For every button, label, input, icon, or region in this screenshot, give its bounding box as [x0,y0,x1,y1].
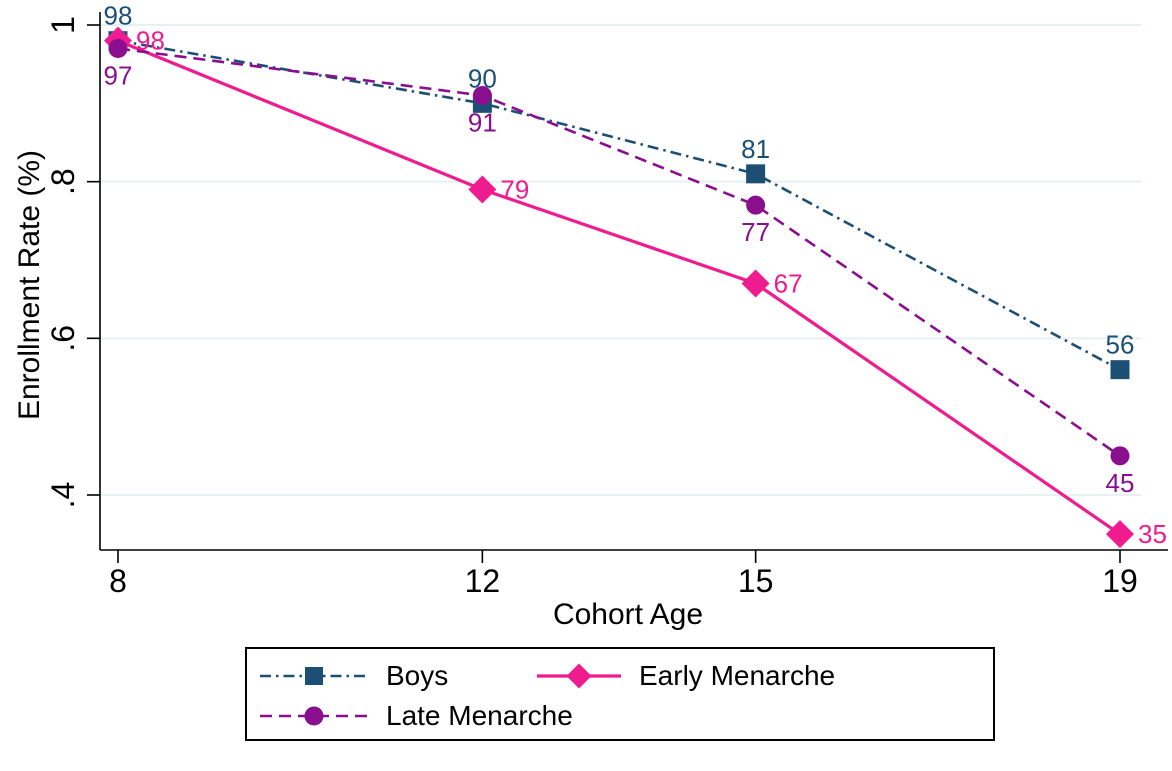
y-tick-label: .4 [45,482,81,509]
y-tick-label: .8 [45,168,81,195]
x-tick-label: 15 [738,563,774,599]
data-label: 35 [1138,519,1167,549]
boys-line-sample [260,667,368,685]
circle-marker [304,706,324,726]
square-marker [1110,360,1130,380]
data-label: 77 [741,217,770,247]
diamond-marker [566,663,592,689]
square-marker [305,667,323,685]
late-menarche-line [117,47,1121,457]
early-menarche-line-sample [537,663,621,689]
data-label: 97 [104,61,133,91]
y-axis-title: Enrollment Rate (%) [13,149,46,421]
x-tick-label: 8 [109,563,127,599]
circle-marker [472,86,492,105]
data-label: 56 [1106,330,1135,360]
data-label: 79 [500,175,529,205]
y-tick-label: .6 [45,325,81,352]
x-axis-title: Cohort Age [552,598,704,631]
early-menarche-line [117,39,1121,536]
x-tick-label: 19 [1102,563,1138,599]
circle-marker [108,39,128,58]
data-label: 45 [1106,468,1135,498]
legend-label-boys: Boys [386,660,449,691]
data-label: 98 [136,26,165,56]
data-label: 81 [741,134,770,164]
boys-line [117,39,1121,371]
circle-marker [1110,446,1130,466]
legend-label-late-menarche: Late Menarche [386,700,573,731]
square-marker [746,164,766,184]
diamond-marker [741,269,770,298]
y-tick-label: 1 [45,16,81,34]
late-menarche-line-sample [260,706,368,726]
data-label: 98 [104,1,133,31]
legend-item-boys: Boys [258,660,449,691]
legend-item-late-menarche: Late Menarche [258,700,573,731]
legend: Boys Early Menarche Late Menarche [245,647,995,741]
legend-item-early-menarche: Early Menarche [535,660,836,691]
data-label: 67 [774,269,803,299]
circle-marker [746,195,766,215]
legend-label-early-menarche: Early Menarche [639,660,836,691]
diamond-marker [1106,520,1134,549]
x-tick-label: 12 [465,563,501,599]
diamond-marker [468,175,497,204]
data-label: 91 [468,108,497,138]
data-label: 90 [468,63,497,93]
